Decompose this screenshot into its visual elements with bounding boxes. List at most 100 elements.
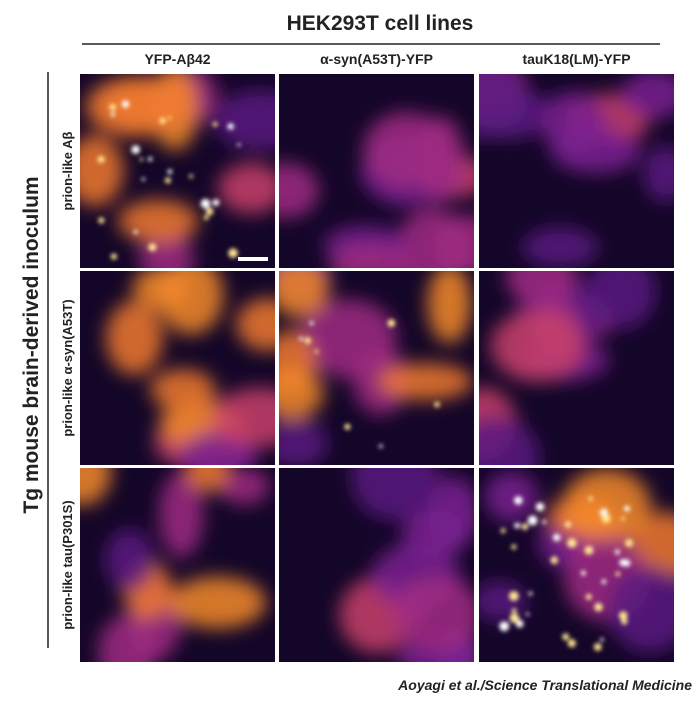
cell-body [621, 74, 674, 119]
scale-bar [238, 257, 268, 261]
row-axis-title: Tg mouse brain-derived inoculum [20, 176, 43, 513]
aggregate [200, 198, 211, 209]
row-label: prion-like tau(P301S) [60, 500, 75, 629]
cell-body [562, 469, 651, 543]
aggregate [212, 199, 220, 207]
cells-layer [479, 271, 656, 465]
cell-body [279, 367, 324, 420]
column-label: YFP-Aβ42 [144, 51, 210, 67]
cell-body [350, 468, 440, 521]
aggregate [500, 528, 506, 534]
micrograph [479, 468, 674, 662]
micrograph-content [80, 74, 275, 268]
aggregate [562, 633, 570, 641]
aggregate [567, 639, 576, 648]
aggregate [189, 174, 193, 179]
aggregate [521, 523, 529, 530]
aggregate [511, 544, 517, 550]
micrograph [80, 271, 275, 465]
cell-body [484, 471, 539, 522]
row-label: prion-like α-syn(A53T) [60, 299, 75, 436]
cell-body [217, 162, 275, 214]
aggregate [387, 319, 396, 327]
aggregate [131, 145, 140, 154]
micrograph-content [479, 468, 674, 662]
aggregate [542, 520, 547, 525]
cell-body [522, 227, 599, 268]
cell-body [479, 74, 528, 139]
cell-body [279, 418, 328, 465]
aggregate [614, 549, 620, 555]
aggregate [159, 117, 166, 124]
cells-layer [479, 74, 674, 268]
aggregate [615, 571, 621, 577]
cell-body [159, 470, 204, 558]
cell-body [80, 468, 112, 506]
cells-layer [279, 271, 474, 465]
aggregates [499, 496, 634, 651]
cell-body [391, 576, 474, 651]
micrograph [80, 468, 275, 662]
aggregate [109, 103, 117, 111]
aggregate [622, 559, 631, 567]
aggregate [550, 556, 559, 564]
aggregate [508, 591, 519, 602]
aggregate [344, 423, 351, 430]
aggregate [593, 643, 602, 651]
cell-body [377, 363, 474, 401]
aggregate [621, 618, 628, 625]
aggregate [528, 591, 533, 596]
aggregate [121, 100, 130, 108]
aggregate [314, 349, 319, 354]
aggregate [625, 539, 634, 547]
micrograph-content [80, 271, 275, 465]
aggregate [164, 177, 171, 184]
aggregate [110, 112, 115, 117]
aggregate [139, 157, 144, 162]
aggregate [148, 243, 157, 252]
aggregate [227, 123, 234, 130]
aggregates [97, 100, 241, 260]
cell-body [279, 162, 320, 219]
cell-body [643, 145, 674, 202]
cell-body [118, 199, 199, 243]
aggregate [499, 621, 510, 632]
aggregate [564, 521, 572, 528]
aggregate [309, 321, 314, 326]
aggregate [585, 593, 592, 600]
aggregate [621, 516, 625, 521]
cell-body [169, 576, 267, 629]
aggregate [299, 336, 304, 341]
header-title: HEK293T cell lines [287, 12, 474, 35]
cell-body [213, 90, 275, 151]
aggregate [141, 177, 146, 181]
column-label: tauK18(LM)-YFP [522, 51, 630, 67]
cell-body [329, 244, 411, 268]
micrograph [479, 74, 674, 268]
cell-body [212, 387, 275, 447]
micrograph [279, 468, 474, 662]
aggregate [167, 169, 173, 175]
micrograph-content [279, 468, 474, 662]
cell-body [607, 565, 674, 653]
column-label: α-syn(A53T)-YFP [320, 51, 433, 67]
aggregate [515, 619, 524, 628]
aggregate [588, 496, 593, 501]
aggregate [618, 611, 628, 620]
aggregate [203, 215, 209, 220]
cell-body [104, 529, 155, 591]
aggregate [567, 538, 577, 548]
aggregate [304, 337, 312, 344]
cell-body [236, 298, 275, 351]
aggregate [509, 613, 520, 623]
aggregate [584, 545, 594, 555]
aggregate [212, 121, 218, 127]
micrograph-content [479, 271, 674, 465]
cells-layer [80, 468, 270, 662]
aggregate [110, 253, 117, 260]
aggregates [299, 319, 440, 449]
aggregate [552, 533, 561, 542]
cell-body [540, 91, 607, 154]
aggregate [514, 522, 521, 529]
